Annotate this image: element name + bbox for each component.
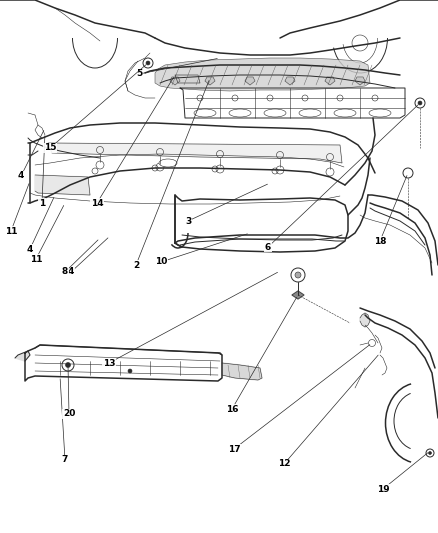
Text: 5: 5 [136, 69, 142, 78]
Ellipse shape [194, 109, 216, 117]
Polygon shape [155, 58, 370, 91]
Text: 2: 2 [133, 261, 139, 270]
Polygon shape [175, 75, 200, 83]
Text: 7: 7 [62, 456, 68, 464]
Ellipse shape [369, 109, 391, 117]
Text: 3: 3 [185, 216, 191, 225]
Ellipse shape [299, 109, 321, 117]
Ellipse shape [264, 109, 286, 117]
Text: 4: 4 [18, 172, 24, 181]
Circle shape [146, 61, 150, 65]
Circle shape [418, 101, 422, 105]
Text: 16: 16 [226, 405, 238, 414]
Polygon shape [35, 175, 90, 195]
Text: 4: 4 [68, 268, 74, 277]
Polygon shape [170, 77, 180, 85]
Text: 14: 14 [91, 198, 103, 207]
Polygon shape [48, 143, 342, 163]
Circle shape [428, 451, 431, 455]
Text: 15: 15 [44, 143, 56, 152]
Text: 10: 10 [155, 257, 167, 266]
Ellipse shape [159, 159, 177, 167]
Polygon shape [292, 291, 304, 299]
Polygon shape [355, 77, 365, 85]
Text: 18: 18 [374, 237, 386, 246]
Text: 11: 11 [30, 254, 42, 263]
Text: 1: 1 [39, 198, 45, 207]
Text: 12: 12 [278, 459, 290, 469]
Text: 17: 17 [228, 445, 240, 454]
Ellipse shape [229, 109, 251, 117]
Text: 6: 6 [265, 243, 271, 252]
Polygon shape [205, 77, 215, 85]
Text: 20: 20 [63, 409, 75, 418]
Text: 11: 11 [5, 227, 17, 236]
Polygon shape [325, 77, 335, 85]
Text: 19: 19 [377, 484, 389, 494]
Circle shape [128, 369, 132, 373]
Polygon shape [222, 363, 262, 380]
Circle shape [295, 272, 301, 278]
Text: 13: 13 [103, 359, 115, 367]
Circle shape [66, 362, 71, 367]
Polygon shape [285, 77, 295, 85]
Polygon shape [15, 351, 30, 361]
Polygon shape [245, 77, 255, 85]
Text: 8: 8 [62, 268, 68, 277]
Ellipse shape [334, 109, 356, 117]
Polygon shape [360, 313, 370, 327]
Text: 4: 4 [27, 245, 33, 254]
